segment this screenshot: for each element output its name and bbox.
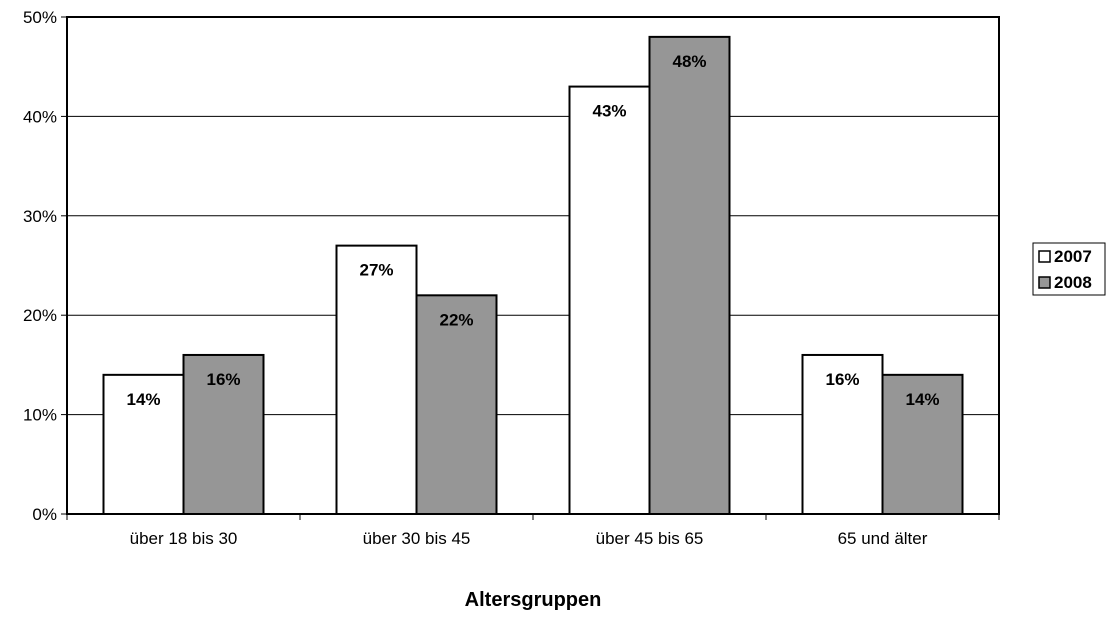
bar-2008-65-und-alter: [881, 373, 964, 515]
x-tick-label-uber-45-bis-65: über 45 bis 65: [596, 529, 704, 548]
bar-2007-65-und-alter: [801, 353, 884, 515]
legend-label-2008: 2008: [1054, 273, 1092, 292]
bar-2007-uber-30-bis-45: [335, 244, 418, 515]
y-tick-label: 40%: [23, 107, 57, 126]
y-tick-label: 50%: [23, 8, 57, 27]
bar-2007-uber-45-bis-65: [568, 85, 651, 516]
y-tick-label: 0%: [32, 505, 57, 524]
legend-swatch-2007: [1038, 250, 1051, 263]
legend-swatch-2008: [1038, 276, 1051, 289]
axis-ticks: 0% 10% 20% 30% 40% 50% über 18 bis 30 über 30 b…: [23, 8, 1000, 548]
data-labels: 14% 16% 27% 22% 43% 48% 16% 14%: [126, 52, 939, 409]
bar-2008-uber-45-bis-65: [648, 35, 731, 515]
x-tick-label-uber-30-bis-45: über 30 bis 45: [363, 529, 471, 548]
data-label-2008-65-und-alter: 14%: [905, 390, 939, 409]
data-label-2008-uber-45-bis-65: 48%: [672, 52, 706, 71]
bar-2008-uber-30-bis-45: [415, 294, 498, 515]
x-tick-label-65-und-alter: 65 und älter: [838, 529, 928, 548]
x-axis-title: Altersgruppen: [465, 589, 602, 611]
data-label-2007-uber-30-bis-45: 27%: [359, 261, 393, 280]
legend-label-2007: 2007: [1054, 247, 1092, 266]
data-label-2008-uber-30-bis-45: 22%: [439, 310, 473, 329]
data-label-2007-uber-18-bis-30: 14%: [126, 390, 160, 409]
x-tick-label-uber-18-bis-30: über 18 bis 30: [130, 529, 238, 548]
data-label-2007-65-und-alter: 16%: [825, 370, 859, 389]
y-tick-label: 10%: [23, 406, 57, 425]
y-tick-label: 20%: [23, 306, 57, 325]
data-label-2007-uber-45-bis-65: 43%: [592, 102, 626, 121]
y-tick-label: 30%: [23, 207, 57, 226]
data-label-2008-uber-18-bis-30: 16%: [206, 370, 240, 389]
bar-2007-uber-18-bis-30: [102, 373, 185, 515]
legend: 2007 2008: [1032, 242, 1106, 296]
bars: [102, 35, 964, 516]
